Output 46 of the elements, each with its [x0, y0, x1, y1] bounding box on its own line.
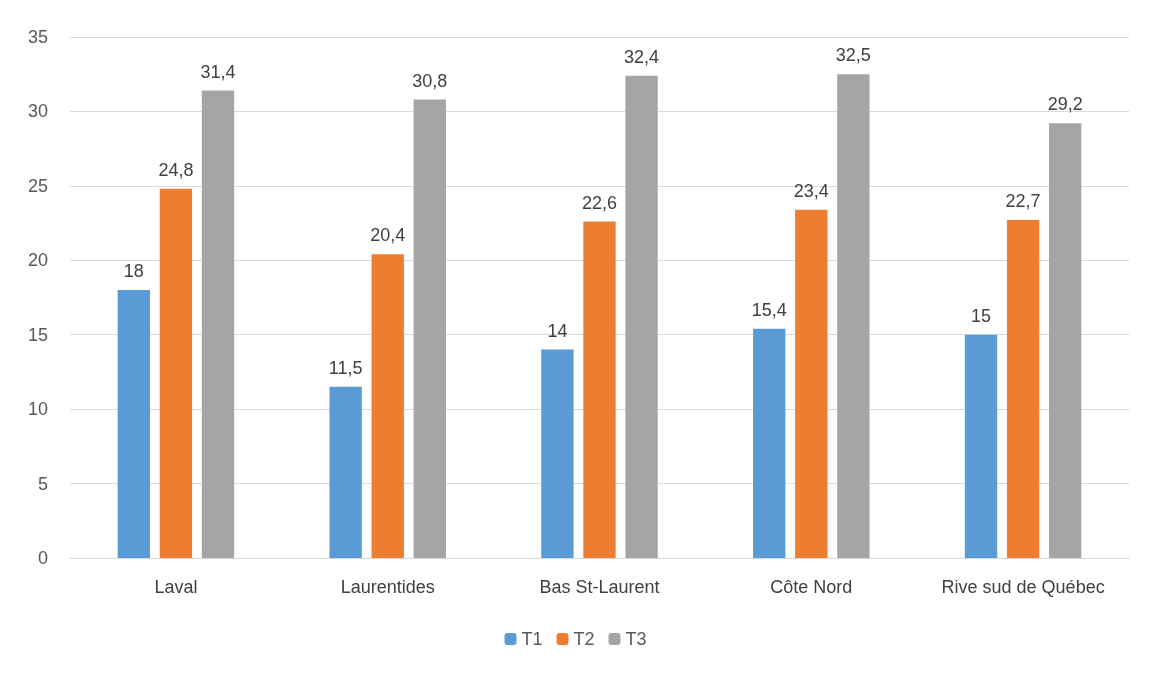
bar	[625, 75, 658, 558]
data-label: 24,8	[158, 159, 194, 180]
bar	[159, 188, 193, 558]
bar	[583, 221, 616, 558]
data-label: 15	[971, 305, 992, 326]
y-tick-label: 10	[27, 399, 48, 420]
legend-label: T2	[573, 629, 595, 649]
data-label: 22,7	[1005, 191, 1041, 212]
data-label: 15,4	[751, 299, 787, 320]
y-tick-label: 20	[27, 250, 48, 271]
data-label: 14	[547, 320, 568, 341]
data-label: 32,5	[835, 45, 871, 66]
bar	[201, 90, 235, 558]
bar	[837, 74, 870, 558]
x-tick-label: Laurentides	[340, 577, 435, 597]
bar	[541, 349, 574, 558]
bar	[1006, 220, 1040, 558]
y-tick-label: 25	[27, 175, 48, 196]
legend-label: T1	[521, 629, 543, 649]
bar	[371, 254, 404, 558]
bar	[413, 99, 446, 558]
data-label: 22,6	[581, 192, 618, 213]
legend-label: T3	[625, 629, 647, 649]
x-tick-label: Laval	[154, 577, 198, 597]
bar	[964, 334, 998, 558]
data-label: 29,2	[1047, 94, 1083, 115]
data-label: 32,4	[624, 46, 660, 67]
data-label: 30,8	[412, 70, 448, 91]
x-tick-label: Rive sud de Québec	[941, 577, 1105, 597]
data-label: 31,4	[200, 61, 236, 82]
bar	[329, 386, 362, 558]
bar	[795, 209, 828, 558]
y-tick-label: 0	[37, 548, 48, 568]
bar	[1048, 123, 1082, 558]
x-tick-label: Bas St-Laurent	[539, 577, 660, 597]
data-label: 20,4	[370, 225, 406, 246]
x-tick-label: Côte Nord	[770, 577, 853, 597]
bar	[753, 328, 786, 558]
y-tick-label: 30	[27, 101, 48, 122]
y-tick-label: 35	[27, 27, 48, 47]
y-tick-label: 15	[27, 324, 48, 345]
data-label: 23,4	[793, 180, 829, 201]
bar	[117, 290, 151, 558]
data-label: 18	[123, 261, 144, 282]
data-label: 11,5	[328, 357, 363, 378]
y-tick-label: 5	[37, 473, 48, 494]
